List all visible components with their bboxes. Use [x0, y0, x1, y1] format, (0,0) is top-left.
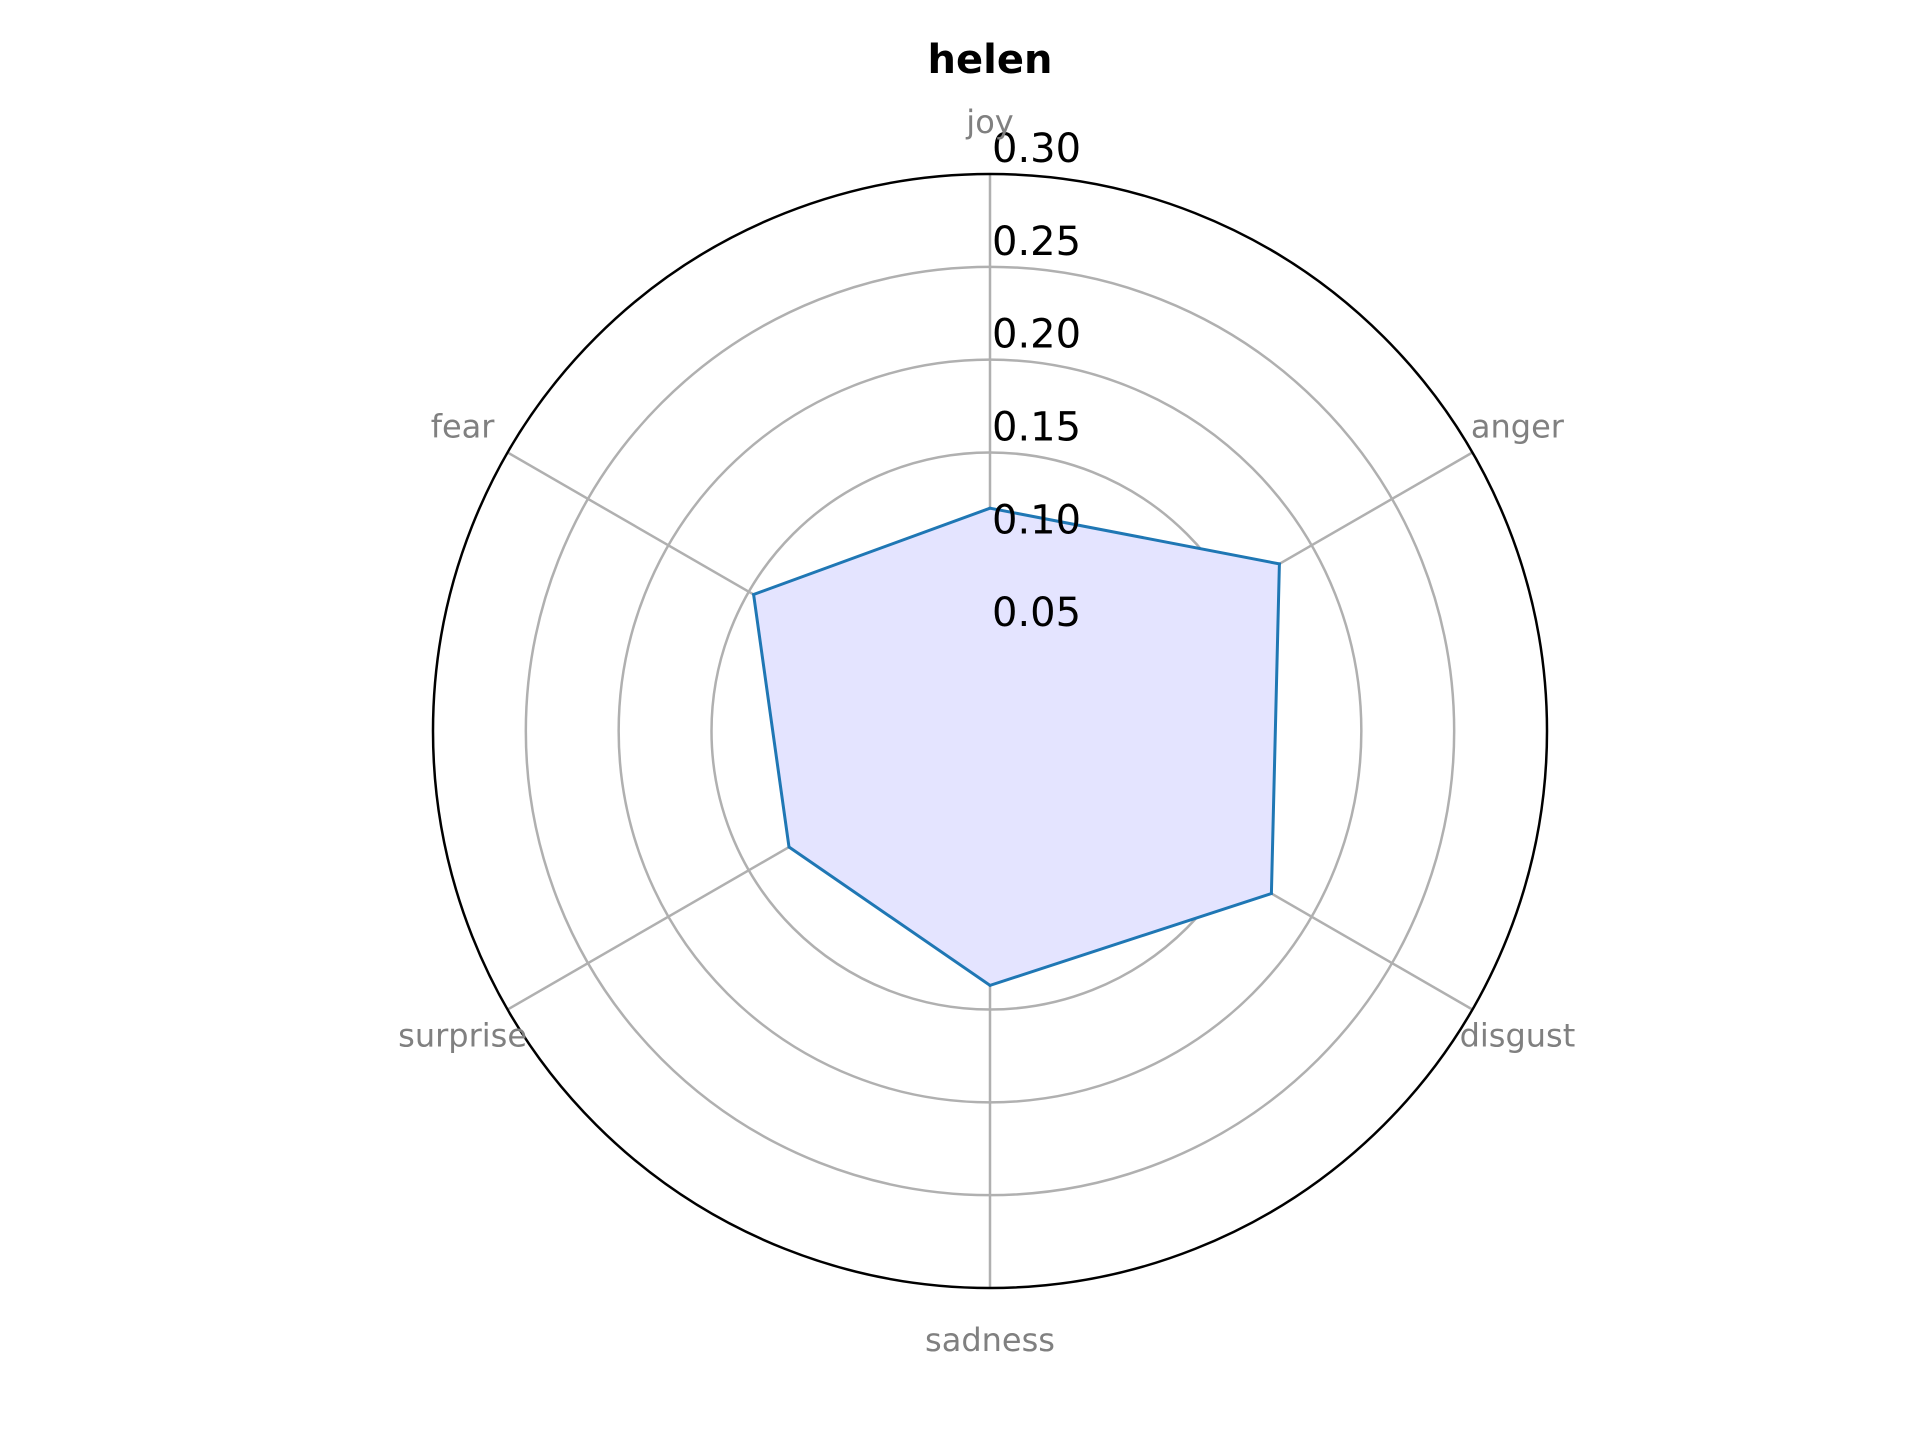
data-point-joy — [988, 506, 992, 510]
outer-frame — [431, 172, 1549, 1290]
data-point-disgust — [1269, 891, 1273, 895]
axis-label-disgust: disgust — [1460, 1017, 1576, 1055]
rtick-label-4: 0.25 — [992, 219, 1081, 265]
rtick-label-1: 0.10 — [992, 497, 1081, 543]
data-series — [751, 506, 1281, 988]
data-point-surprise — [787, 845, 791, 849]
axis-label-joy: joy — [965, 103, 1013, 141]
axis-label-fear: fear — [431, 408, 496, 446]
outer-circle — [431, 172, 1549, 1290]
rtick-label-2: 0.15 — [992, 405, 1081, 451]
data-point-fear — [752, 593, 756, 597]
axis-label-surprise: surprise — [398, 1017, 527, 1055]
chart-title: helen — [928, 37, 1053, 83]
data-point-sadness — [988, 983, 992, 987]
axis-labels: joy anger disgust sadness surprise fear — [398, 103, 1575, 1359]
rtick-label-3: 0.20 — [992, 312, 1081, 358]
axis-label-anger: anger — [1471, 408, 1565, 446]
rtick-label-5: 0.30 — [992, 126, 1081, 172]
rtick-label-0: 0.05 — [992, 590, 1081, 636]
series-area-0 — [753, 508, 1280, 986]
radial-tick-labels: 0.05 0.10 0.15 0.20 0.25 0.30 — [992, 126, 1081, 636]
axis-label-sadness: sadness — [925, 1321, 1055, 1359]
data-point-anger — [1277, 562, 1281, 566]
